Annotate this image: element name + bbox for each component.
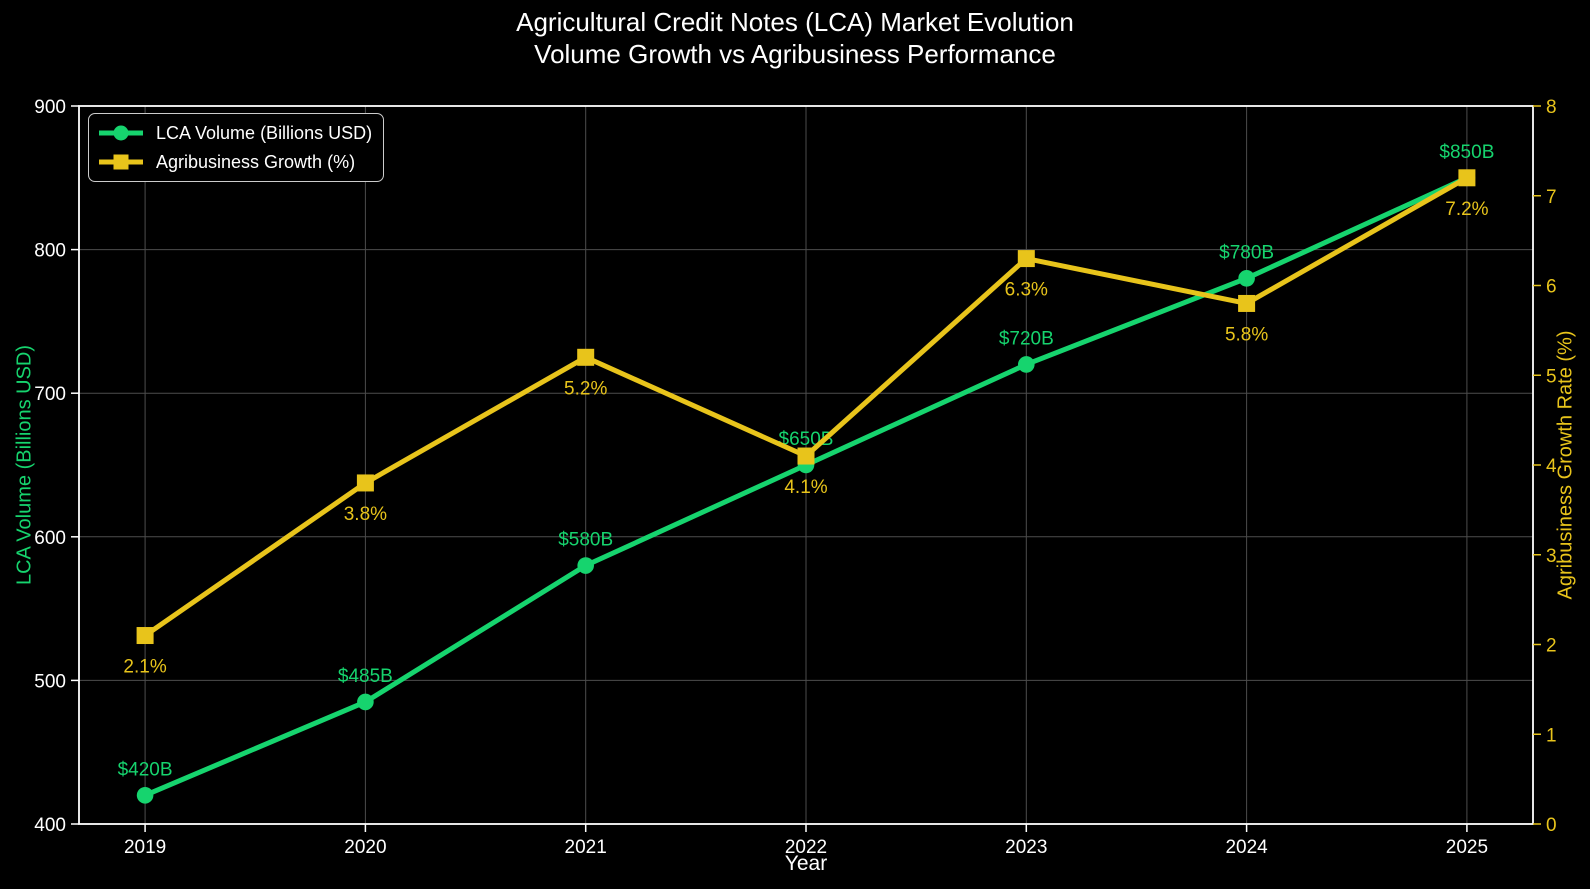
chart-title-line1: Agricultural Credit Notes (LCA) Market E… [516,7,1074,37]
lca-volume-point-label: $485B [338,666,393,687]
right-tick-label: 1 [1546,725,1557,746]
x-tick-label: 2025 [1446,837,1488,858]
x-tick-label: 2021 [565,837,607,858]
agribusiness-growth-point-label: 7.2% [1445,199,1488,220]
legend: LCA Volume (Billions USD) Agribusiness G… [88,113,384,182]
lca-volume-point-label: $420B [118,759,173,780]
agribusiness-growth-point-label: 5.8% [1225,324,1268,345]
lca-volume-marker [1018,356,1035,373]
agribusiness-growth-point-label: 4.1% [784,477,827,498]
agribusiness-growth-point-label: 6.3% [1005,280,1048,301]
agribusiness-growth-point-label: 3.8% [344,504,387,525]
left-tick-label: 500 [34,671,66,692]
agribusiness-growth-point-label: 2.1% [123,657,166,678]
x-tick-label: 2023 [1005,837,1047,858]
x-tick-label: 2020 [344,837,386,858]
left-tick-label: 700 [34,384,66,405]
legend-item-lca-volume: LCA Volume (Billions USD) [99,121,373,145]
x-tick-label: 2022 [785,837,827,858]
agribusiness-growth-marker [356,474,374,492]
right-tick-label: 3 [1546,546,1557,567]
agribusiness-growth-marker [136,627,154,645]
chart-title: Agricultural Credit Notes (LCA) Market E… [0,6,1590,70]
agribusiness-growth-marker [1238,294,1256,312]
left-tick-label: 900 [34,97,66,118]
right-tick-label: 4 [1546,456,1557,477]
legend-swatch-agribusiness-growth [99,152,143,172]
lca-volume-point-label: $720B [999,328,1054,349]
legend-item-agribusiness-growth: Agribusiness Growth (%) [99,150,371,174]
square-marker-icon [113,154,129,170]
circle-marker-icon [113,125,129,141]
lca-volume-marker [577,557,594,574]
legend-label: Agribusiness Growth (%) [156,151,356,172]
x-axis-label: Year [784,852,828,875]
right-tick-label: 6 [1546,277,1557,298]
agribusiness-growth-marker [577,348,595,366]
lca-volume-point-label: $780B [1219,242,1274,263]
left-tick-label: 600 [34,528,66,549]
right-tick-label: 2 [1546,636,1557,657]
legend-label: LCA Volume (Billions USD) [156,122,373,143]
y-axis-label-left: LCA Volume (Billions USD) [13,344,36,586]
right-tick-label: 0 [1546,815,1557,836]
agribusiness-growth-point-label: 5.2% [564,378,607,399]
lca-volume-marker [357,693,374,711]
right-tick-label: 7 [1546,187,1557,208]
agribusiness-growth-marker [1458,169,1476,187]
left-tick-label: 400 [34,815,66,836]
chart-title-line2: Volume Growth vs Agribusiness Performanc… [534,39,1056,69]
y-axis-label-right: Agribusiness Growth Rate (%) [1554,330,1577,600]
agribusiness-growth-marker [797,447,815,465]
left-tick-label: 800 [34,241,66,262]
right-tick-label: 8 [1546,97,1557,118]
lca-volume-point-label: $580B [558,530,613,551]
lca-volume-point-label: $850B [1439,142,1494,163]
lca-volume-marker [1238,270,1255,287]
x-tick-label: 2024 [1225,837,1268,858]
agribusiness-growth-marker [1017,250,1035,268]
legend-swatch-lca-volume [99,123,143,143]
lca-volume-marker [136,786,154,804]
right-tick-label: 5 [1546,366,1557,387]
x-tick-label: 2019 [124,837,166,858]
